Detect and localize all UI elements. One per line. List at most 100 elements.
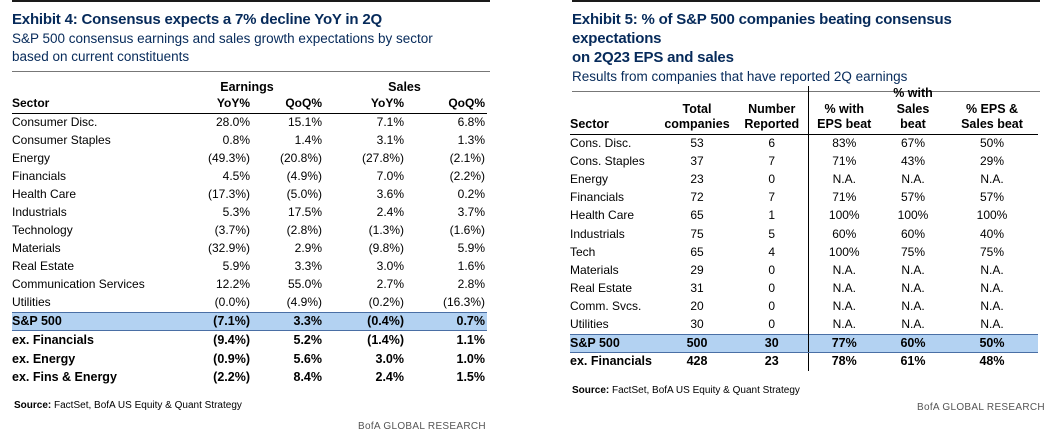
column-header-line: Sales beat: [961, 117, 1023, 131]
sector-cell: Comm. Svcs.: [570, 299, 642, 314]
value-cell: 71%: [807, 188, 880, 207]
column-header-1: Total companies: [658, 86, 736, 135]
value-cell: (7.1%): [172, 311, 252, 332]
column-header-line: Reported: [744, 117, 800, 131]
value-cell: 1.1%: [456, 332, 486, 347]
column-header-5: % EPS & Sales beat: [946, 86, 1038, 135]
value-cell: 0.8%: [222, 132, 250, 147]
value-cell: 50%: [946, 333, 1038, 353]
value-cell: 6: [768, 135, 776, 150]
exhibit-5-column-header-row: Sector Total companies Number Reported % with…: [570, 86, 1038, 135]
sector-cell: Energy: [12, 150, 51, 165]
column-header-0: Sector: [570, 86, 658, 135]
source-text: FactSet, BofA US Equity & Quant Strategy: [54, 400, 242, 411]
value-cell: 500: [658, 333, 736, 353]
table-row: Communication Services 12.2% 55.0% 2.7% 2.8%: [12, 276, 487, 294]
value-cell: (5.0%): [286, 186, 322, 201]
summary-row: ex. Financials 428 23 78% 61% 48%: [570, 352, 1038, 371]
summary-row: ex. Financials (9.4%) 5.2% (1.4%) 1.1%: [12, 331, 487, 350]
exhibit-4-panel: Exhibit 4: Consensus expects a 7% declin…: [0, 0, 500, 439]
value-cell: 100%: [897, 208, 929, 223]
value-cell: 3.1%: [376, 132, 404, 147]
sector-cell: Consumer Disc.: [12, 114, 98, 129]
value-cell: 7.0%: [376, 168, 404, 183]
sector-cell: Real Estate: [570, 281, 633, 296]
value-cell: 1.3%: [457, 132, 485, 147]
sector-cell: S&P 500: [570, 333, 658, 353]
value-cell: 5.9%: [222, 259, 250, 274]
value-cell: 3.0%: [375, 351, 405, 366]
value-cell: 100%: [807, 206, 880, 225]
source-label: Source:: [14, 400, 52, 411]
value-cell: 4.5%: [222, 168, 250, 183]
exhibit-4-credit: BofA GLOBAL RESEARCH: [358, 421, 486, 432]
value-cell: 29: [690, 262, 704, 277]
column-header-sales-qoq: QoQ%: [406, 95, 487, 114]
value-cell: 77%: [807, 333, 880, 353]
value-cell: (1.6%): [449, 223, 485, 238]
value-cell: 65: [690, 244, 704, 259]
value-cell: 0.7%: [406, 311, 487, 332]
exhibit-4-divider: [12, 71, 490, 72]
table-row: Technology (3.7%) (2.8%) (1.3%) (1.6%): [12, 222, 487, 240]
value-cell: N.A.: [901, 281, 925, 296]
value-cell: 3.3%: [252, 311, 324, 332]
table-row: Consumer Disc. 28.0% 15.1% 7.1% 6.8%: [12, 113, 487, 131]
value-cell: 1: [768, 208, 776, 223]
column-header-line: % with: [824, 101, 865, 116]
sector-cell: Tech: [570, 244, 596, 259]
value-cell: 1.4%: [294, 132, 322, 147]
value-cell: 0: [768, 299, 776, 314]
exhibit-5-source: Source: FactSet, BofA US Equity & Quant …: [572, 385, 800, 396]
value-cell: (9.4%): [213, 332, 250, 347]
value-cell: (16.3%): [442, 295, 485, 310]
value-cell: 57%: [900, 190, 926, 205]
value-cell: (27.8%): [361, 150, 404, 165]
value-cell: 50%: [979, 135, 1005, 150]
column-header-2: Number Reported: [736, 86, 808, 135]
sector-cell: Cons. Disc.: [570, 135, 632, 150]
value-cell: 17.5%: [287, 205, 322, 220]
value-cell: (2.1%): [449, 150, 485, 165]
value-cell: 53: [690, 135, 704, 150]
sector-cell: ex. Financials: [12, 332, 94, 347]
exhibit-5-subtitle: Results from companies that have reporte…: [572, 69, 908, 84]
summary-row: ex. Energy (0.9%) 5.6% 3.0% 1.0%: [12, 350, 487, 369]
table-row: Utilities (0.0%) (4.9%) (0.2%) (16.3%): [12, 294, 487, 312]
value-cell: N.A.: [980, 262, 1004, 277]
value-cell: (20.8%): [279, 150, 322, 165]
value-cell: 3.0%: [376, 259, 404, 274]
value-cell: 29%: [979, 153, 1005, 168]
column-header-line: companies: [664, 117, 730, 131]
value-cell: 2.7%: [376, 277, 404, 292]
value-cell: 60%: [900, 226, 926, 241]
sector-cell: Health Care: [570, 208, 635, 223]
value-cell: 5.3%: [222, 205, 250, 220]
value-cell: 23: [690, 171, 704, 186]
table-row: Health Care (17.3%) (5.0%) 3.6% 0.2%: [12, 185, 487, 203]
value-cell: 40%: [979, 226, 1005, 241]
value-cell: 72: [690, 190, 704, 205]
sector-cell: ex. Fins & Energy: [12, 370, 117, 385]
value-cell: 83%: [807, 134, 880, 153]
value-cell: 37: [690, 153, 704, 168]
value-cell: (4.9%): [286, 295, 322, 310]
value-cell: N.A.: [807, 297, 880, 316]
table-row: Comm. Svcs. 20 0 N.A. N.A. N.A.: [570, 297, 1038, 316]
column-header-line: Sector: [570, 117, 609, 131]
column-header-sector: Sector: [12, 95, 172, 114]
exhibit-5-table-body: Cons. Disc. 53 6 83% 67% 50% Cons. Staples 37 7 7…: [570, 134, 1038, 371]
sector-cell: ex. Financials: [570, 354, 652, 369]
value-cell: 48%: [979, 354, 1005, 369]
summary-row: ex. Fins & Energy (2.2%) 8.4% 2.4% 1.5%: [12, 368, 487, 387]
exhibit-4-subtitle-line1: S&P 500 consensus earnings and sales gro…: [12, 31, 433, 46]
value-cell: 3.3%: [294, 259, 322, 274]
value-cell: (2.8%): [286, 223, 322, 238]
table-row: Cons. Disc. 53 6 83% 67% 50%: [570, 134, 1038, 153]
value-cell: 6.8%: [457, 114, 485, 129]
value-cell: N.A.: [901, 317, 925, 332]
table-row: Real Estate 5.9% 3.3% 3.0% 1.6%: [12, 258, 487, 276]
sector-cell: Financials: [12, 168, 67, 183]
value-cell: 5.6%: [293, 351, 323, 366]
column-header-sales-yoy: YoY%: [324, 95, 406, 114]
